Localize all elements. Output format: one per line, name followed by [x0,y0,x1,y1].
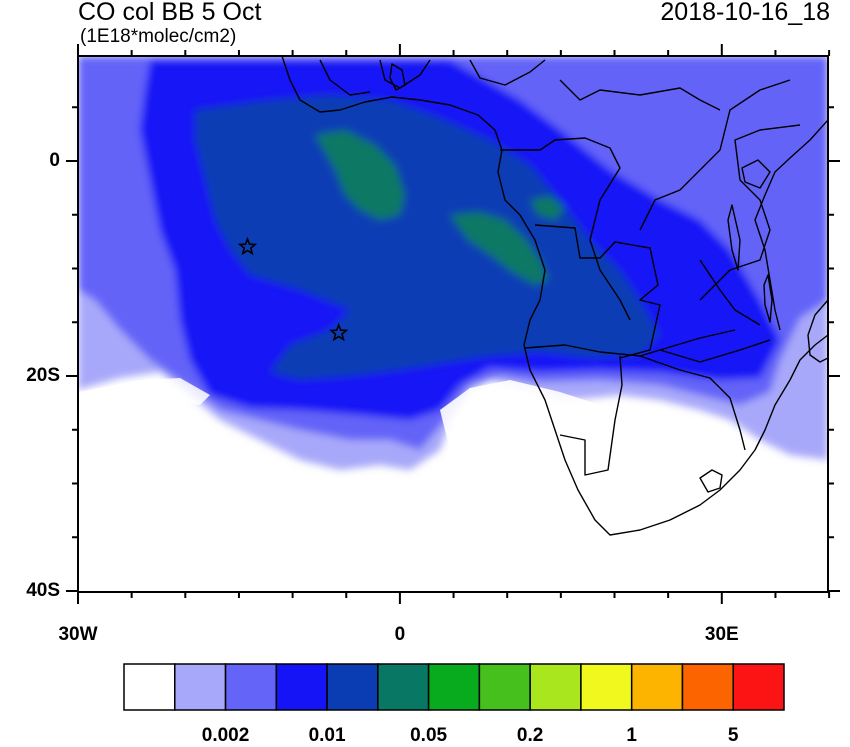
coastlines [281,56,828,536]
lake-tanganyika [727,204,741,271]
lat-tick-label: 20S [26,365,60,386]
colorbar-swatch [630,663,684,711]
border-9 [639,79,791,231]
colorbar-swatch [174,663,227,711]
border-13 [469,59,546,86]
africa-coastline [281,56,828,536]
colorbar [123,663,785,711]
colorbar-tick-label: 0.002 [201,725,250,746]
colorbar-swatch [529,663,582,711]
lat-tick-label: 0 [49,150,60,171]
lake-volta [389,63,406,91]
lat-tick-label: 40S [26,580,60,601]
border-6 [659,339,771,363]
star-marker-2 [328,322,349,342]
madagascar-outline [807,299,828,363]
white-band [440,380,620,470]
lon-tick-label: 30E [704,624,739,645]
colorbar-tick-label: 0.01 [308,725,346,746]
axis-ticks [66,44,840,604]
lon-tick-label: 30W [58,624,98,645]
timestamp: 2018-10-16_18 [660,0,830,26]
units-label: (1E18*molec/cm2) [80,26,237,47]
colorbar-swatch [123,663,176,711]
border-4 [559,355,623,476]
contour-darkblue [195,95,660,380]
east-africa-coast [754,119,828,331]
white-streak-southwest [78,378,210,412]
colorbar-swatch [681,663,734,711]
colorbar-swatch [224,663,278,711]
colorbar-tick-label: 0.05 [410,725,448,746]
contour-teal-3 [530,196,565,220]
border-8 [699,259,761,326]
border-1 [500,137,631,321]
colorbar-swatch [275,663,328,711]
border-5 [639,355,746,451]
colorbar-tick-label: 0.2 [516,725,544,746]
colorbar-swatch [732,663,785,711]
station-markers [237,236,349,342]
colorbar-swatch [377,663,430,711]
colorbar-tick-label: 1 [626,725,637,746]
colorbar-swatch [326,663,379,711]
star-marker-1 [237,236,258,256]
contour-teal-1 [315,130,405,220]
border-2 [534,224,661,359]
lon-tick-label: 0 [394,624,406,645]
lesotho-outline [699,469,723,493]
border-12 [319,59,371,96]
colorbar-swatch [478,663,531,711]
colorbar-tick-label: 5 [727,725,739,746]
map-title: CO col BB 5 Oct [78,0,262,26]
lake-victoria [741,159,771,189]
colorbar-swatch [580,663,633,711]
contour-teal-2 [450,212,548,285]
border-10 [559,79,721,111]
lake-malawi [763,274,773,323]
colorbar-swatch [427,663,481,711]
co-column-field [78,56,828,592]
border-7 [699,124,801,301]
